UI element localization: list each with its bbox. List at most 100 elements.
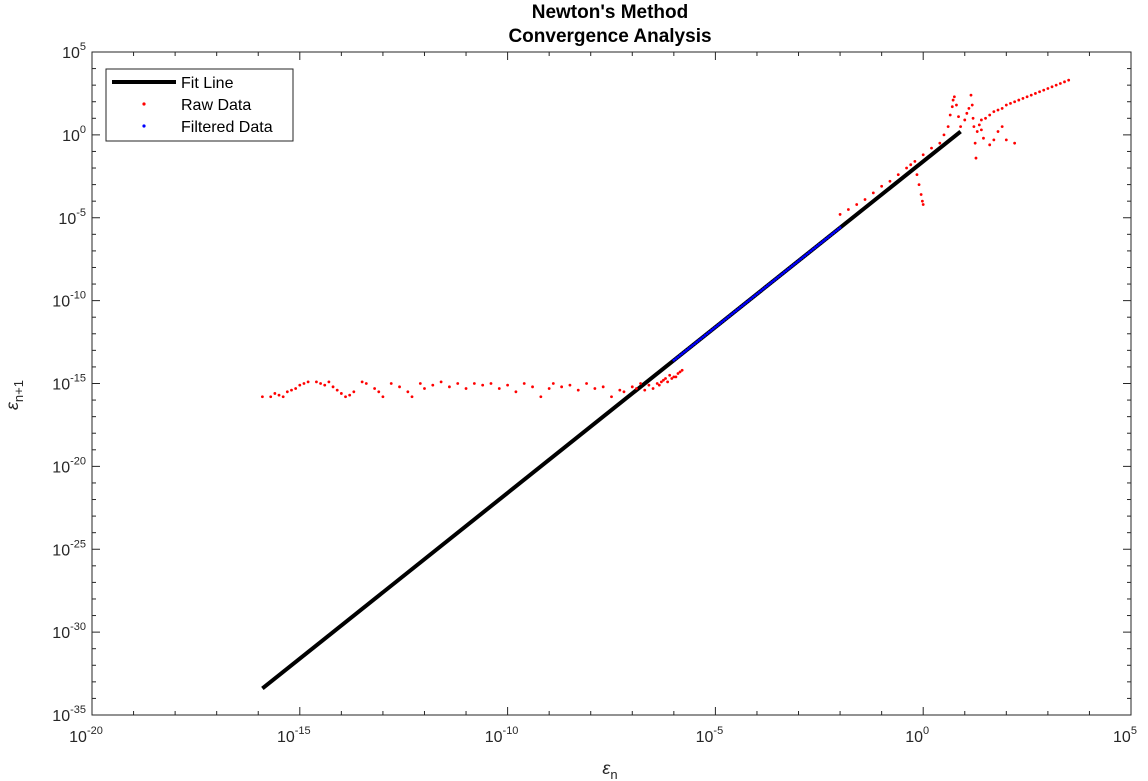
raw-data-point [630, 385, 634, 389]
raw-data-point [464, 387, 468, 390]
raw-data-point [965, 111, 969, 115]
raw-data-point [1017, 98, 1021, 102]
y-axis-label-sub: n+1 [11, 380, 26, 402]
raw-data-point [984, 116, 987, 120]
filtered-data-point [697, 339, 701, 342]
raw-data-point [1021, 97, 1025, 100]
raw-data-point [948, 113, 952, 117]
raw-data-point [622, 390, 626, 394]
raw-data-point [635, 387, 638, 390]
raw-data-point [323, 383, 327, 387]
raw-data-point [905, 166, 908, 170]
raw-data-point [938, 141, 942, 145]
raw-data-point [838, 213, 842, 216]
filtered-data-point [707, 330, 711, 334]
x-axis-label-main: ε [602, 758, 611, 778]
raw-data-point [643, 388, 647, 392]
filtered-data-point [828, 234, 832, 238]
raw-data-point [269, 395, 273, 399]
raw-data-point [298, 383, 302, 387]
raw-data-point [315, 380, 318, 384]
chart-title-line-1: Newton's Method [532, 2, 689, 23]
filtered-data-point [795, 261, 798, 264]
raw-data-point [539, 395, 543, 399]
raw-data-point [431, 383, 435, 387]
raw-data-point [967, 106, 971, 110]
raw-data-point [957, 115, 960, 119]
y-tick-label-exponent: -30 [70, 621, 86, 633]
filtered-data-point [780, 272, 784, 276]
y-tick-label-base: 10 [62, 128, 80, 145]
raw-data-point [863, 198, 867, 201]
y-tick-label-base: 10 [52, 708, 70, 725]
y-tick-label-exponent: -25 [70, 538, 86, 550]
raw-data-point [969, 93, 973, 97]
raw-data-point [1013, 141, 1017, 145]
y-tick-label-base: 10 [52, 377, 70, 394]
legend-filtered-data-swatch [142, 124, 146, 128]
filtered-data-point [770, 280, 773, 284]
raw-data-point [855, 203, 859, 206]
raw-data-point [1013, 100, 1017, 104]
raw-data-point [975, 130, 979, 133]
raw-data-point [1034, 92, 1037, 95]
y-tick-label: 10-15 [52, 373, 86, 394]
filtered-data-point [803, 254, 807, 258]
filtered-data-point [807, 251, 811, 254]
raw-data-point [888, 179, 892, 183]
raw-data-point [381, 395, 385, 399]
raw-data-point [680, 368, 684, 372]
y-tick-label-exponent: 0 [80, 124, 86, 136]
filtered-data-point [703, 334, 707, 337]
raw-data-point [389, 382, 393, 385]
x-tick-label: 10-5 [696, 725, 724, 746]
filtered-data-point [819, 241, 823, 245]
y-tick-label: 10-25 [52, 538, 86, 559]
y-tick-label: 10-5 [58, 207, 86, 228]
filtered-data-point [716, 324, 719, 327]
raw-data-point [472, 382, 476, 385]
filtered-data-point [730, 312, 734, 316]
filtered-data-point [699, 337, 703, 341]
raw-data-point [489, 382, 493, 385]
raw-data-point [996, 130, 1000, 133]
filtered-data-point [672, 358, 676, 362]
raw-data-point [651, 387, 655, 390]
filtered-data-point [680, 352, 684, 356]
filtered-data-point [759, 289, 763, 293]
fit-line-series [261, 129, 962, 691]
raw-data-point [568, 383, 572, 387]
raw-data-point [919, 193, 923, 196]
x-axis-label-sub: n [610, 767, 617, 781]
raw-data-point [952, 95, 956, 99]
raw-data-point [1029, 93, 1033, 97]
filtered-data-point [691, 343, 694, 347]
raw-data-point [880, 184, 884, 188]
raw-data-point [1025, 95, 1029, 99]
filtered-data-point [728, 314, 732, 317]
filtered-data-point [772, 279, 775, 283]
fit-line [261, 129, 962, 691]
filtered-data-point [799, 257, 802, 261]
raw-data-point [547, 387, 551, 390]
filtered-data-point [824, 237, 827, 241]
raw-data-point [930, 146, 933, 150]
x-tick-label-exponent: -5 [713, 725, 723, 737]
raw-data-point [1004, 103, 1008, 107]
raw-data-point [674, 375, 678, 379]
raw-data-point [285, 390, 289, 394]
raw-data-point [327, 380, 331, 384]
raw-data-point [917, 183, 921, 187]
raw-data-point [1038, 90, 1041, 94]
raw-data-point [921, 203, 925, 206]
x-axis-ticks: 10-20 10-15 10-10 10-5 100 105 [69, 52, 1137, 746]
raw-data-point [659, 380, 663, 384]
raw-data-point [657, 383, 661, 387]
filtered-data-point [701, 335, 705, 339]
filtered-data-point [741, 304, 744, 307]
raw-data-point [1058, 82, 1062, 85]
filtered-data-point [788, 266, 792, 269]
raw-data-point [1004, 138, 1008, 142]
raw-data-point [531, 385, 534, 389]
raw-data-point [1046, 87, 1050, 90]
